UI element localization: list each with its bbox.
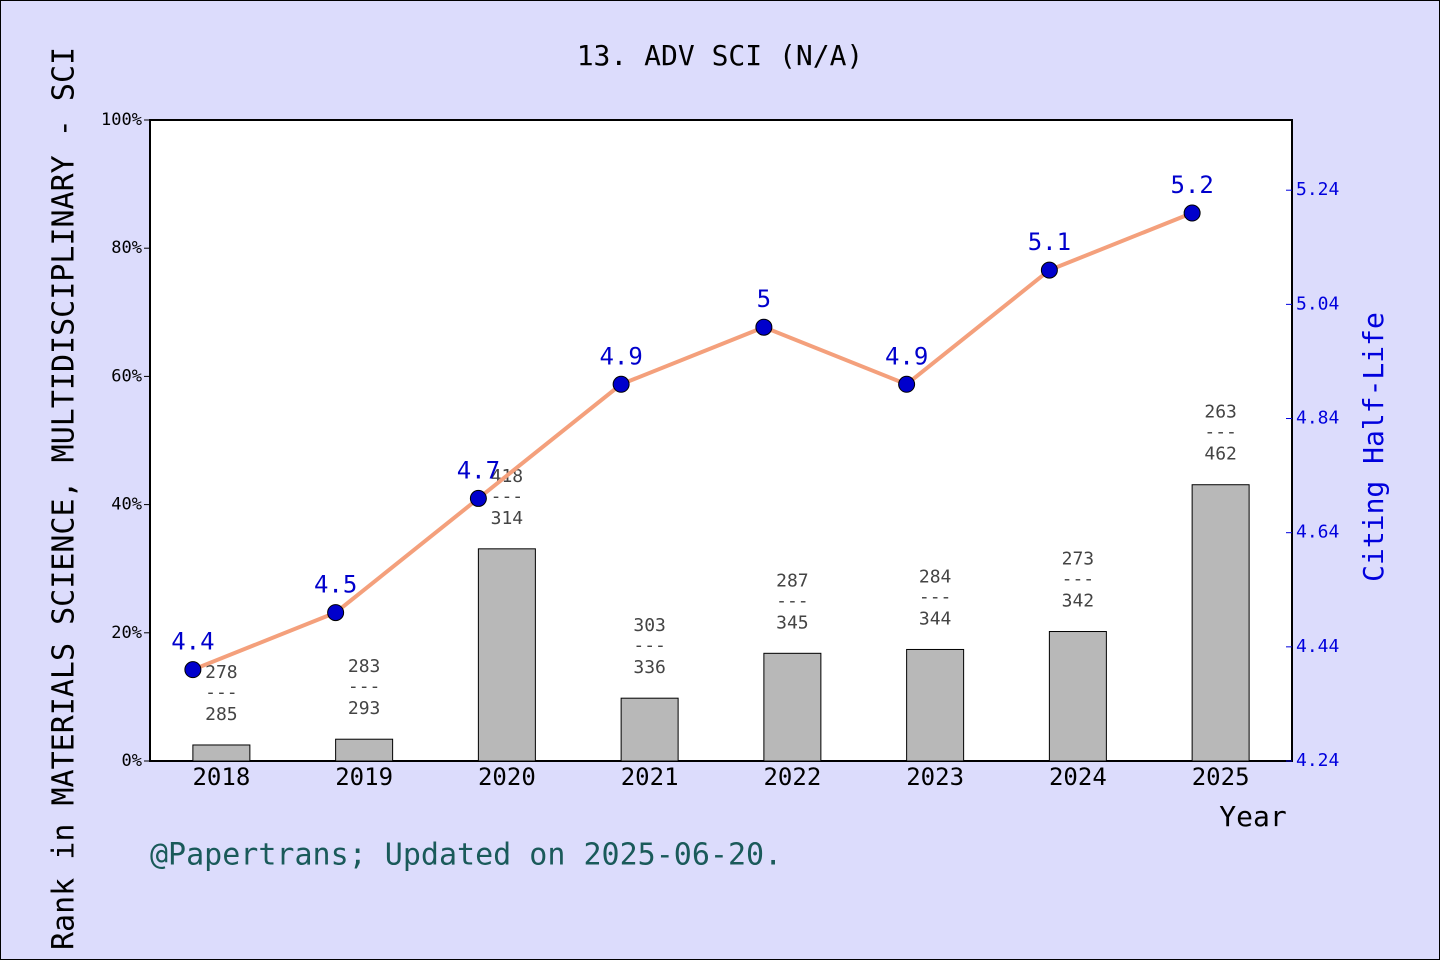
point-label: 5	[757, 285, 771, 313]
bar-total-label: 285	[205, 704, 238, 725]
bar	[620, 697, 679, 762]
point-label: 5.2	[1170, 171, 1213, 199]
y-tick-label: 100%	[101, 110, 142, 130]
bar-label-separator: ---	[919, 586, 952, 607]
bar-label-separator: ---	[491, 486, 524, 507]
line	[192, 211, 1193, 672]
bar-rank-label: 273	[1062, 549, 1095, 570]
line-point	[612, 375, 630, 393]
x-tick-label: 2024	[1049, 763, 1107, 791]
bar-total-label: 344	[919, 608, 952, 629]
bar	[1191, 484, 1250, 762]
point-label: 4.7	[457, 456, 500, 484]
x-tick-label: 2022	[763, 763, 821, 791]
bar-rank-label: 284	[919, 566, 952, 587]
x-axis-label: Year	[1219, 800, 1286, 833]
y-tick-label: 20%	[111, 623, 142, 643]
y2-axis-label: Citing Half-Life	[1357, 312, 1390, 582]
y-tick-label: 80%	[111, 238, 142, 258]
y-tick-label: 40%	[111, 495, 142, 515]
y2-tick-label: 5.24	[1296, 179, 1339, 200]
bar-rank-label: 303	[633, 615, 666, 636]
x-tick-label: 2020	[478, 763, 536, 791]
bar-rank-label: 278	[205, 662, 238, 683]
y-axis-label: Rank in MATERIALS SCIENCE, MULTIDISCIPLI…	[47, 47, 82, 950]
bar-total-label: 336	[633, 657, 666, 678]
point-label: 5.1	[1028, 228, 1071, 256]
point-label: 4.9	[599, 342, 642, 370]
bar-rank-label: 283	[348, 656, 381, 677]
bar	[763, 652, 822, 762]
line-point	[1040, 261, 1058, 279]
bar-total-label: 342	[1062, 591, 1095, 612]
point-label: 4.5	[314, 571, 357, 599]
bar-label-separator: ---	[348, 676, 381, 697]
line-point	[755, 318, 773, 336]
bar-rank-label: 287	[776, 570, 809, 591]
line-point	[327, 604, 345, 622]
line-point	[469, 489, 487, 507]
bar-total-label: 293	[348, 698, 381, 719]
bar-rank-label: 263	[1204, 402, 1237, 423]
bar	[906, 648, 965, 762]
y2-tick-label: 4.64	[1296, 522, 1339, 543]
bar-label-separator: ---	[205, 682, 238, 703]
bar-label-separator: ---	[1204, 422, 1237, 443]
line-point	[1183, 204, 1201, 222]
x-tick-label: 2021	[621, 763, 679, 791]
y2-tick-label: 4.84	[1296, 408, 1339, 429]
bar-total-label: 345	[776, 612, 809, 633]
y-tick-label: 60%	[111, 366, 142, 386]
y2-tick-label: 4.44	[1296, 636, 1339, 657]
y-tick-label: 0%	[122, 751, 142, 771]
x-tick-label: 2025	[1192, 763, 1250, 791]
bar-label-separator: ---	[1062, 569, 1095, 590]
y2-tick-label: 5.04	[1296, 293, 1339, 314]
y2-tick-label: 4.24	[1296, 750, 1339, 771]
line-point	[898, 375, 916, 393]
bar-label-separator: ---	[633, 635, 666, 656]
x-tick-label: 2018	[192, 763, 250, 791]
bar-total-label: 462	[1204, 444, 1237, 465]
line-point	[184, 661, 202, 679]
footer-note: @Papertrans; Updated on 2025-06-20.	[150, 838, 782, 873]
point-label: 4.4	[171, 628, 214, 656]
point-label: 4.9	[885, 342, 928, 370]
x-tick-label: 2019	[335, 763, 393, 791]
bar	[477, 548, 536, 762]
x-tick-label: 2023	[906, 763, 964, 791]
bar-label-separator: ---	[776, 590, 809, 611]
bar	[192, 744, 251, 762]
bar-total-label: 314	[491, 508, 524, 529]
chart-title: 13. ADV SCI (N/A)	[577, 39, 864, 72]
plot-area	[149, 119, 1293, 762]
bar	[335, 738, 394, 762]
bar	[1048, 631, 1107, 762]
